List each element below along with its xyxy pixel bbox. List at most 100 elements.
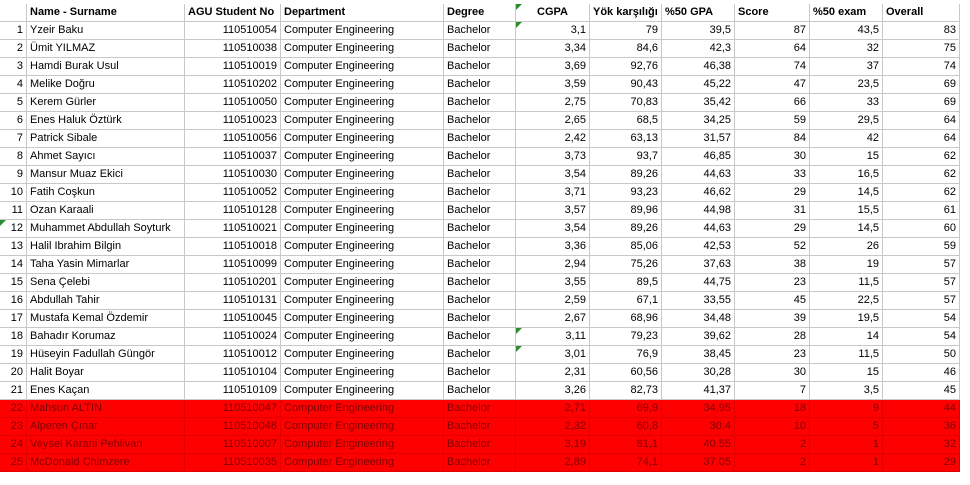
cell-overall[interactable]: 54 bbox=[883, 328, 960, 346]
cell-student-no[interactable]: 110510131 bbox=[185, 292, 281, 310]
cell-cgpa[interactable]: 3,55 bbox=[516, 274, 590, 292]
cell-row-number[interactable]: 23 bbox=[0, 418, 27, 436]
cell-name[interactable]: McDonald Chimzere bbox=[27, 454, 185, 472]
cell-department[interactable]: Computer Engineering bbox=[281, 382, 444, 400]
cell-yok-equivalent[interactable]: 60,8 bbox=[590, 418, 662, 436]
cell-student-no[interactable]: 110510047 bbox=[185, 400, 281, 418]
header-cell-row-number[interactable] bbox=[0, 4, 27, 22]
cell-yok-equivalent[interactable]: 89,26 bbox=[590, 220, 662, 238]
cell-score[interactable]: 30 bbox=[735, 148, 810, 166]
cell-gpa-50[interactable]: 34,25 bbox=[662, 112, 735, 130]
cell-score[interactable]: 39 bbox=[735, 310, 810, 328]
header-cell-degree[interactable]: Degree bbox=[444, 4, 516, 22]
cell-department[interactable]: Computer Engineering bbox=[281, 148, 444, 166]
cell-degree[interactable]: Bachelor bbox=[444, 346, 516, 364]
cell-cgpa[interactable]: 3,54 bbox=[516, 166, 590, 184]
cell-yok-equivalent[interactable]: 89,26 bbox=[590, 166, 662, 184]
cell-degree[interactable]: Bachelor bbox=[444, 382, 516, 400]
cell-exam-50[interactable]: 32 bbox=[810, 40, 883, 58]
cell-exam-50[interactable]: 5 bbox=[810, 418, 883, 436]
cell-overall[interactable]: 60 bbox=[883, 220, 960, 238]
cell-student-no[interactable]: 110510050 bbox=[185, 94, 281, 112]
header-cell-cgpa[interactable]: CGPA bbox=[516, 4, 590, 22]
cell-overall[interactable]: 59 bbox=[883, 238, 960, 256]
cell-exam-50[interactable]: 11,5 bbox=[810, 274, 883, 292]
cell-score[interactable]: 2 bbox=[735, 436, 810, 454]
cell-gpa-50[interactable]: 44,63 bbox=[662, 166, 735, 184]
cell-gpa-50[interactable]: 39,62 bbox=[662, 328, 735, 346]
cell-department[interactable]: Computer Engineering bbox=[281, 436, 444, 454]
cell-score[interactable]: 29 bbox=[735, 220, 810, 238]
cell-cgpa[interactable]: 2,75 bbox=[516, 94, 590, 112]
cell-score[interactable]: 28 bbox=[735, 328, 810, 346]
cell-row-number[interactable]: 14 bbox=[0, 256, 27, 274]
cell-department[interactable]: Computer Engineering bbox=[281, 202, 444, 220]
cell-exam-50[interactable]: 3,5 bbox=[810, 382, 883, 400]
cell-yok-equivalent[interactable]: 67,1 bbox=[590, 292, 662, 310]
cell-overall[interactable]: 74 bbox=[883, 58, 960, 76]
cell-yok-equivalent[interactable]: 75,26 bbox=[590, 256, 662, 274]
cell-name[interactable]: Patrick Sibale bbox=[27, 130, 185, 148]
cell-exam-50[interactable]: 14 bbox=[810, 328, 883, 346]
cell-name[interactable]: Taha Yasin Mimarlar bbox=[27, 256, 185, 274]
cell-gpa-50[interactable]: 41,37 bbox=[662, 382, 735, 400]
cell-gpa-50[interactable]: 30,4 bbox=[662, 418, 735, 436]
cell-department[interactable]: Computer Engineering bbox=[281, 364, 444, 382]
cell-exam-50[interactable]: 14,5 bbox=[810, 184, 883, 202]
cell-gpa-50[interactable]: 45,22 bbox=[662, 76, 735, 94]
cell-score[interactable]: 38 bbox=[735, 256, 810, 274]
cell-department[interactable]: Computer Engineering bbox=[281, 184, 444, 202]
cell-exam-50[interactable]: 15 bbox=[810, 148, 883, 166]
cell-row-number[interactable]: 13 bbox=[0, 238, 27, 256]
cell-yok-equivalent[interactable]: 92,76 bbox=[590, 58, 662, 76]
cell-student-no[interactable]: 110510037 bbox=[185, 148, 281, 166]
cell-overall[interactable]: 50 bbox=[883, 346, 960, 364]
cell-department[interactable]: Computer Engineering bbox=[281, 274, 444, 292]
cell-name[interactable]: Mansur Muaz Ekici bbox=[27, 166, 185, 184]
cell-overall[interactable]: 83 bbox=[883, 22, 960, 40]
cell-degree[interactable]: Bachelor bbox=[444, 40, 516, 58]
cell-yok-equivalent[interactable]: 69,9 bbox=[590, 400, 662, 418]
cell-degree[interactable]: Bachelor bbox=[444, 76, 516, 94]
header-cell-gpa-50[interactable]: %50 GPA bbox=[662, 4, 735, 22]
cell-cgpa[interactable]: 2,89 bbox=[516, 454, 590, 472]
cell-overall[interactable]: 44 bbox=[883, 400, 960, 418]
cell-name[interactable]: Enes Kaçan bbox=[27, 382, 185, 400]
cell-overall[interactable]: 57 bbox=[883, 292, 960, 310]
cell-department[interactable]: Computer Engineering bbox=[281, 22, 444, 40]
cell-department[interactable]: Computer Engineering bbox=[281, 238, 444, 256]
cell-degree[interactable]: Bachelor bbox=[444, 238, 516, 256]
cell-name[interactable]: Kerem Gürler bbox=[27, 94, 185, 112]
cell-student-no[interactable]: 110510035 bbox=[185, 454, 281, 472]
cell-yok-equivalent[interactable]: 60,56 bbox=[590, 364, 662, 382]
cell-department[interactable]: Computer Engineering bbox=[281, 310, 444, 328]
cell-name[interactable]: Hüseyin Fadullah Güngör bbox=[27, 346, 185, 364]
cell-degree[interactable]: Bachelor bbox=[444, 454, 516, 472]
cell-name[interactable]: Melike Doğru bbox=[27, 76, 185, 94]
cell-row-number[interactable]: 8 bbox=[0, 148, 27, 166]
cell-row-number[interactable]: 12 bbox=[0, 220, 27, 238]
cell-cgpa[interactable]: 3,54 bbox=[516, 220, 590, 238]
cell-student-no[interactable]: 110510024 bbox=[185, 328, 281, 346]
cell-overall[interactable]: 62 bbox=[883, 166, 960, 184]
cell-degree[interactable]: Bachelor bbox=[444, 418, 516, 436]
cell-yok-equivalent[interactable]: 74,1 bbox=[590, 454, 662, 472]
cell-name[interactable]: Abdullah Tahir bbox=[27, 292, 185, 310]
cell-yok-equivalent[interactable]: 90,43 bbox=[590, 76, 662, 94]
cell-degree[interactable]: Bachelor bbox=[444, 220, 516, 238]
cell-row-number[interactable]: 1 bbox=[0, 22, 27, 40]
cell-yok-equivalent[interactable]: 81,1 bbox=[590, 436, 662, 454]
cell-gpa-50[interactable]: 39,5 bbox=[662, 22, 735, 40]
cell-exam-50[interactable]: 29,5 bbox=[810, 112, 883, 130]
cell-department[interactable]: Computer Engineering bbox=[281, 418, 444, 436]
cell-yok-equivalent[interactable]: 93,23 bbox=[590, 184, 662, 202]
cell-row-number[interactable]: 25 bbox=[0, 454, 27, 472]
cell-degree[interactable]: Bachelor bbox=[444, 148, 516, 166]
cell-gpa-50[interactable]: 46,62 bbox=[662, 184, 735, 202]
cell-student-no[interactable]: 110510109 bbox=[185, 382, 281, 400]
cell-student-no[interactable]: 110510030 bbox=[185, 166, 281, 184]
cell-overall[interactable]: 61 bbox=[883, 202, 960, 220]
cell-exam-50[interactable]: 42 bbox=[810, 130, 883, 148]
cell-cgpa[interactable]: 2,67 bbox=[516, 310, 590, 328]
cell-exam-50[interactable]: 23,5 bbox=[810, 76, 883, 94]
